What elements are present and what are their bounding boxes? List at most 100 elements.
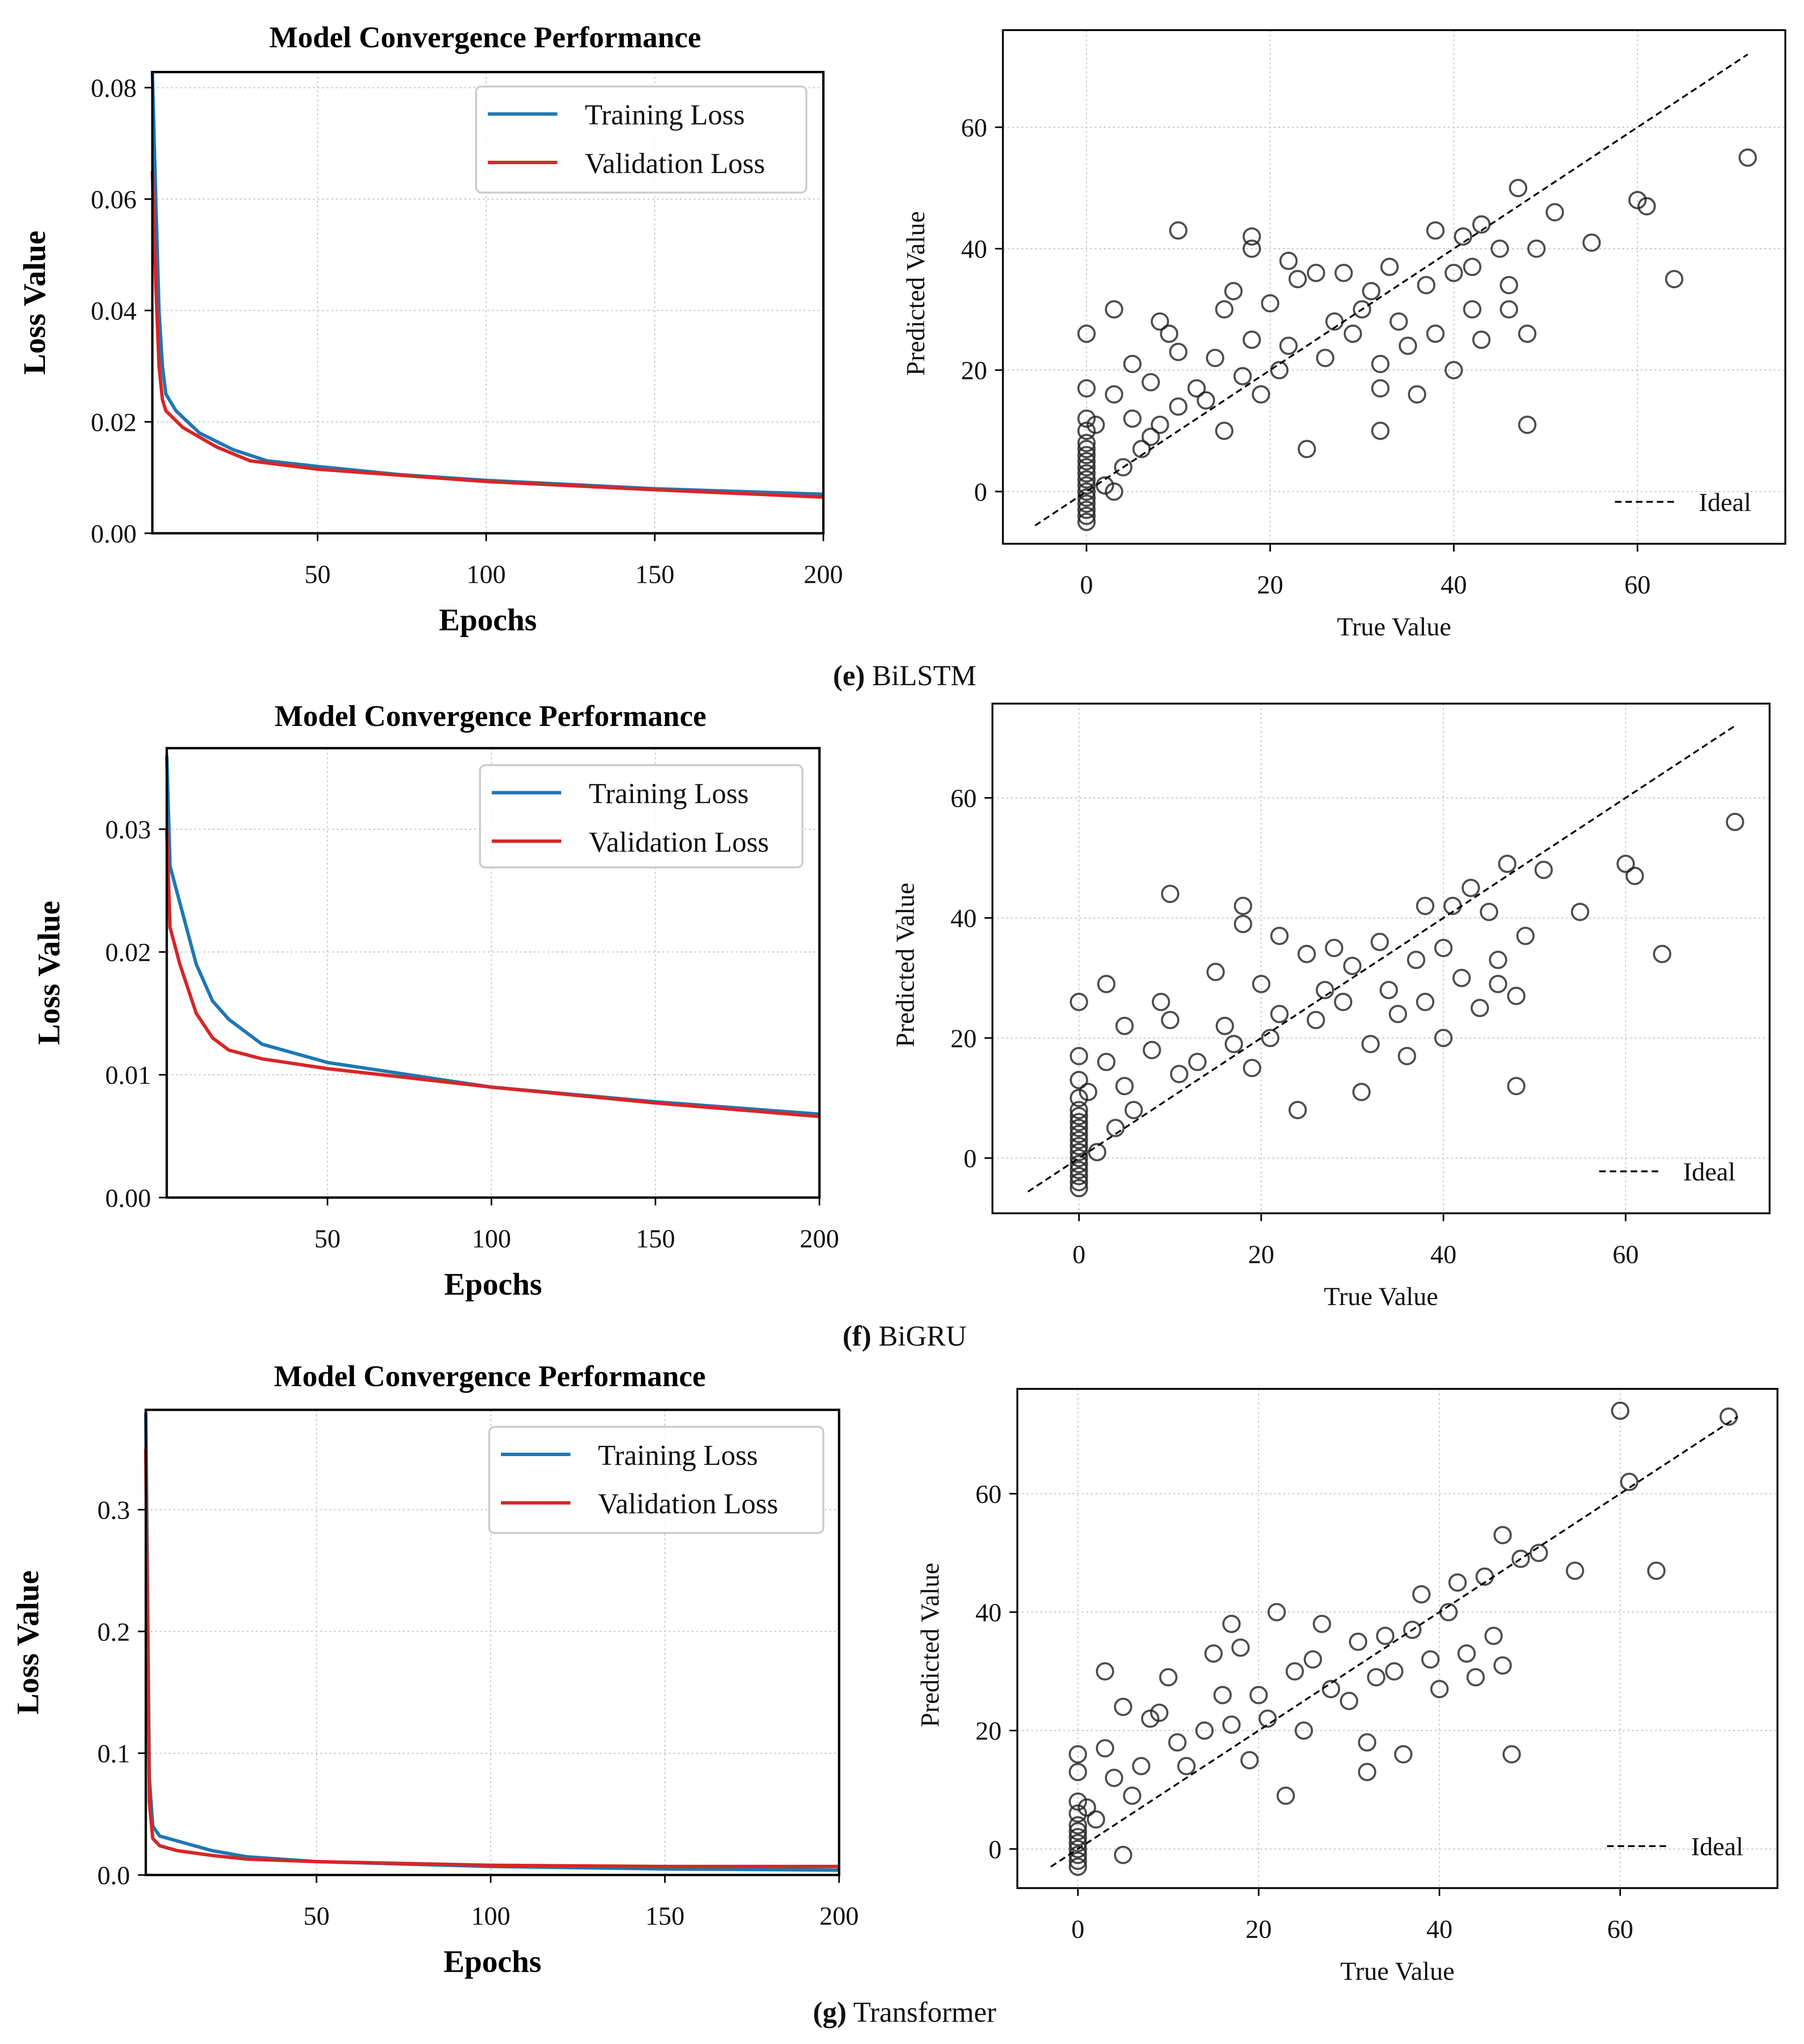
scatter-point <box>1534 860 1553 879</box>
scatter-point <box>1249 1686 1268 1704</box>
scatter-point <box>1294 1721 1313 1740</box>
scatter-point <box>1070 1119 1089 1137</box>
scatter-point <box>1352 1083 1371 1101</box>
scatter-point <box>1152 992 1171 1011</box>
scatter-point <box>1258 1709 1277 1728</box>
scatter-point <box>1151 416 1169 434</box>
scatter-point <box>1448 1573 1467 1592</box>
scatter-point <box>1132 1757 1151 1775</box>
scatter-point <box>1177 1757 1196 1775</box>
scatter-point <box>1141 428 1160 446</box>
scatter-point <box>1169 397 1188 416</box>
x-tick-label: 50 <box>304 561 331 589</box>
x-tick-label: 50 <box>304 1902 330 1931</box>
plot-frame <box>145 1408 841 1876</box>
x-tick-label: 100 <box>467 561 506 589</box>
y-axis-label: Predicted Value <box>916 1563 945 1727</box>
scatter-chart: 0 20 40 60 0 20 40 60 True Value Predicted Value I… <box>916 1388 1779 1986</box>
scatter-point <box>1466 1668 1485 1687</box>
scatter-point <box>1070 992 1089 1011</box>
validation-loss-line <box>144 1449 839 1868</box>
scatter-point <box>1463 258 1481 276</box>
scatter-point <box>1124 1101 1143 1119</box>
scatter-point <box>1070 1071 1089 1090</box>
scatter-point <box>1077 422 1096 440</box>
scatter-point <box>1077 500 1096 519</box>
scatter-point <box>1088 1143 1107 1161</box>
scatter-point <box>1325 939 1343 958</box>
scatter-point <box>1114 1697 1133 1716</box>
scatter-point <box>1077 440 1096 459</box>
scatter-point <box>1565 1561 1584 1580</box>
scatter-point <box>1398 1047 1417 1066</box>
scatter-point <box>1480 902 1499 921</box>
x-tick-label: 40 <box>1426 1915 1453 1944</box>
scatter-point <box>1069 1828 1087 1847</box>
scatter-point <box>1307 264 1325 282</box>
scatter-point <box>1234 896 1253 915</box>
x-tick-label: 20 <box>1257 571 1284 599</box>
scatter-point <box>1150 1703 1169 1722</box>
scatter-point <box>1412 1585 1431 1604</box>
scatter-point <box>1215 300 1234 319</box>
scatter-point <box>1385 1662 1404 1681</box>
scatter-point <box>1380 981 1398 999</box>
legend-label: Training Loss <box>598 1440 758 1471</box>
scatter-point <box>1371 379 1390 398</box>
scatter-point <box>1242 330 1261 349</box>
scatter-point <box>1270 1004 1289 1023</box>
scatter-point <box>1488 975 1507 993</box>
scatter-point <box>1097 1053 1116 1072</box>
scatter-point <box>1620 1472 1639 1491</box>
x-tick-label: 0 <box>1071 1915 1084 1944</box>
scatter-point <box>1457 1644 1476 1663</box>
x-tick-label: 150 <box>636 1224 675 1253</box>
scatter-point <box>1224 282 1243 301</box>
y-tick-label: 0.1 <box>97 1740 130 1768</box>
caption-label: (e) <box>833 660 865 692</box>
scatter-point <box>1070 1047 1089 1066</box>
scatter-point <box>1077 458 1096 477</box>
x-axis-label: True Value <box>1324 1282 1438 1311</box>
scatter-point <box>1462 878 1480 897</box>
scatter-point <box>1222 1615 1241 1634</box>
scatter-point <box>1470 998 1489 1017</box>
scatter-point <box>1077 476 1096 495</box>
scatter-point <box>1070 1113 1089 1131</box>
scatter-point <box>1434 1028 1453 1047</box>
scatter-point <box>1069 1857 1087 1876</box>
caption-model-name: BiLSTM <box>865 660 976 692</box>
x-tick-label: 200 <box>819 1902 859 1931</box>
y-tick-label: 0.01 <box>105 1061 151 1090</box>
scatter-point <box>1582 233 1601 252</box>
scatter-point <box>1114 1846 1133 1864</box>
caption-model-name: BiGRU <box>871 1321 967 1352</box>
scatter-point <box>1509 179 1527 197</box>
scatter-point <box>1322 1680 1340 1698</box>
x-tick-label: 200 <box>804 561 843 589</box>
scatter-point <box>1472 330 1491 349</box>
scatter-point <box>1077 464 1096 483</box>
plot-frame <box>165 747 821 1199</box>
scatter-point <box>1500 276 1519 295</box>
scatter-point <box>1240 1751 1259 1770</box>
legend-box <box>475 85 808 194</box>
x-tick-label: 40 <box>1431 1240 1457 1269</box>
x-tick-label: 100 <box>472 1224 511 1253</box>
y-tick-label: 20 <box>975 1717 1002 1746</box>
scatter-point <box>1394 1745 1413 1764</box>
scatter-point <box>1498 854 1517 873</box>
y-tick-label: 0.03 <box>105 816 151 845</box>
y-axis-label: Predicted Value <box>902 211 930 376</box>
scatter-point <box>1726 813 1744 831</box>
scatter-point <box>1267 1603 1286 1621</box>
x-axis-label: Epochs <box>443 1944 541 1979</box>
scatter-point <box>1611 1401 1630 1420</box>
scatter-point <box>1169 221 1188 240</box>
scatter-point <box>1222 1715 1241 1734</box>
loss-chart: 50 100 150 200 0.0 0.1 0.2 0.3 Model Convergence… <box>11 1360 859 1979</box>
scatter-point <box>1069 1792 1087 1811</box>
scatter-point <box>1079 1083 1097 1101</box>
scatter-point <box>1298 945 1316 964</box>
scatter-point <box>1304 1650 1322 1669</box>
